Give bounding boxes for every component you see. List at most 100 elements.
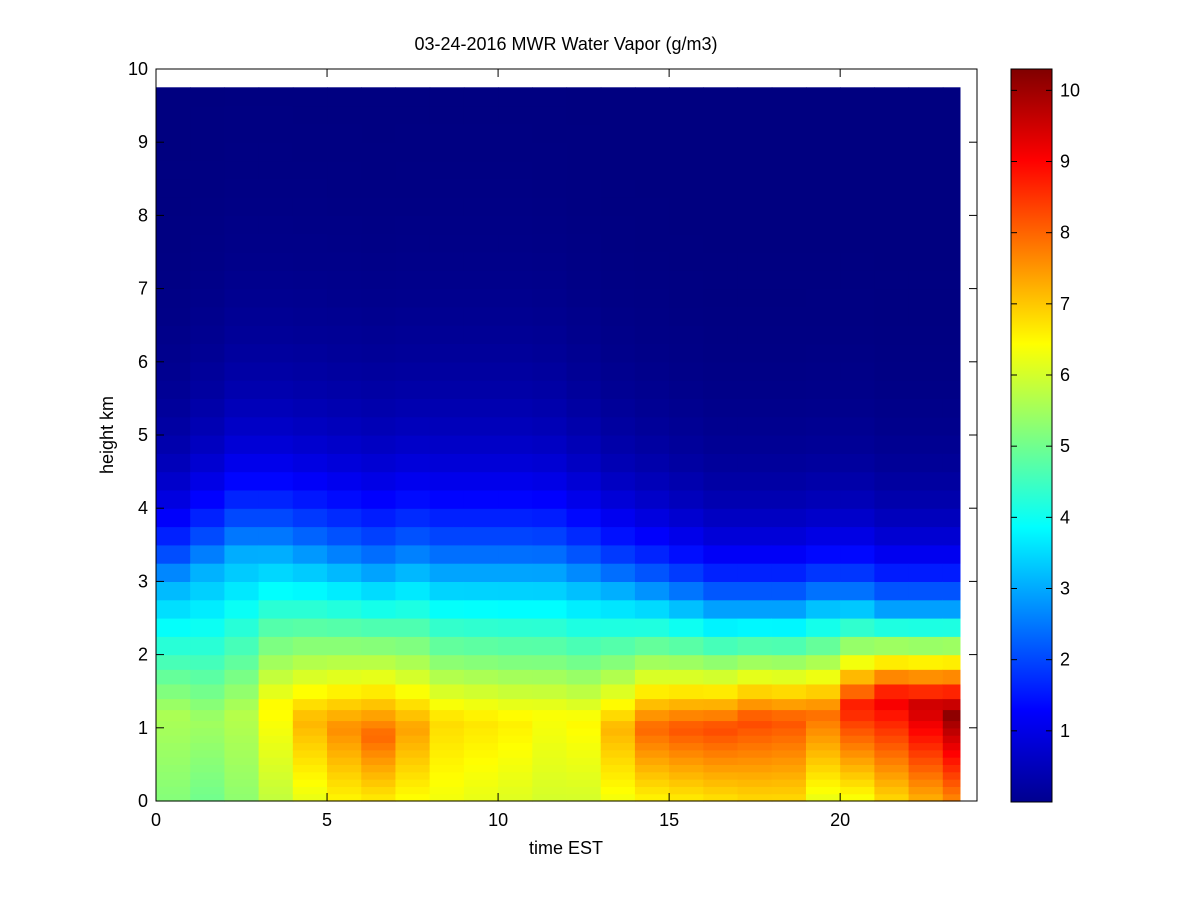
heatmap-cell bbox=[327, 709, 362, 722]
heatmap-cell bbox=[190, 288, 226, 308]
heatmap-cell bbox=[224, 544, 260, 564]
heatmap-cell bbox=[840, 793, 875, 802]
heatmap-cell bbox=[840, 197, 875, 216]
heatmap-cell bbox=[840, 654, 875, 670]
heatmap-cell bbox=[224, 727, 260, 736]
heatmap-cell bbox=[156, 87, 191, 107]
heatmap-cell bbox=[224, 793, 260, 802]
heatmap-cell bbox=[327, 618, 362, 637]
y-tick-label: 8 bbox=[138, 205, 148, 225]
heatmap-cell bbox=[258, 105, 294, 125]
heatmap-cell bbox=[566, 197, 602, 216]
heatmap-cell bbox=[737, 793, 773, 802]
heatmap-cell bbox=[771, 779, 807, 787]
heatmap-cell bbox=[634, 87, 670, 107]
heatmap-cell bbox=[532, 727, 568, 736]
heatmap-cell bbox=[840, 343, 875, 363]
heatmap-cell bbox=[395, 178, 431, 198]
heatmap-cell bbox=[292, 508, 328, 528]
heatmap-cell bbox=[258, 749, 294, 758]
heatmap-cell bbox=[463, 306, 499, 326]
heatmap-cell bbox=[327, 654, 362, 670]
heatmap-cell bbox=[156, 142, 191, 162]
heatmap-cell bbox=[634, 698, 670, 711]
heatmap-cell bbox=[669, 779, 704, 787]
heatmap-cell bbox=[634, 727, 670, 736]
heatmap-cell bbox=[600, 709, 636, 722]
heatmap-cell bbox=[908, 252, 944, 271]
heatmap-cell bbox=[258, 742, 294, 751]
heatmap-cell bbox=[190, 380, 226, 399]
heatmap-cell bbox=[908, 669, 944, 685]
heatmap-cell bbox=[463, 398, 499, 418]
heatmap-cell bbox=[805, 453, 841, 473]
heatmap-cell bbox=[190, 764, 226, 773]
heatmap-cell bbox=[703, 178, 739, 198]
heatmap-cell bbox=[258, 698, 294, 711]
heatmap-cell bbox=[258, 735, 294, 744]
heatmap-cell bbox=[395, 160, 431, 180]
heatmap-cell bbox=[669, 764, 704, 773]
heatmap-cell bbox=[498, 742, 533, 751]
heatmap-cell bbox=[942, 757, 961, 765]
heatmap-cell bbox=[669, 435, 704, 454]
heatmap-cell bbox=[190, 793, 226, 802]
heatmap-cell bbox=[156, 215, 191, 235]
heatmap-cell bbox=[566, 683, 602, 700]
heatmap-cell bbox=[874, 720, 910, 729]
heatmap-cell bbox=[224, 757, 260, 765]
heatmap-cell bbox=[737, 698, 773, 711]
heatmap-cell bbox=[395, 87, 431, 107]
heatmap-cell bbox=[156, 544, 191, 564]
heatmap-cell bbox=[908, 270, 944, 290]
heatmap-cell bbox=[361, 489, 397, 509]
heatmap-cell bbox=[498, 735, 533, 744]
heatmap-cell bbox=[190, 435, 226, 454]
heatmap-cell bbox=[908, 306, 944, 326]
heatmap-cell bbox=[429, 252, 465, 271]
heatmap-cell bbox=[463, 749, 499, 758]
heatmap-cell bbox=[429, 654, 465, 670]
heatmap-cell bbox=[156, 698, 191, 711]
heatmap-cell bbox=[771, 654, 807, 670]
heatmap-cell bbox=[771, 87, 807, 107]
heatmap-cell bbox=[327, 270, 362, 290]
heatmap-cell bbox=[805, 786, 841, 795]
heatmap-cell bbox=[840, 771, 875, 780]
heatmap-cell bbox=[190, 361, 226, 381]
heatmap-cell bbox=[429, 581, 465, 601]
heatmap-cell bbox=[634, 757, 670, 765]
heatmap-cell bbox=[908, 380, 944, 399]
heatmap-cell bbox=[771, 142, 807, 162]
heatmap-cell bbox=[566, 618, 602, 637]
heatmap-cell bbox=[156, 160, 191, 180]
heatmap-cell bbox=[258, 757, 294, 765]
heatmap-cell bbox=[600, 683, 636, 700]
heatmap-cell bbox=[600, 105, 636, 125]
heatmap-cell bbox=[703, 581, 739, 601]
heatmap-cell bbox=[156, 727, 191, 736]
heatmap-cell bbox=[634, 398, 670, 418]
heatmap-cell bbox=[156, 779, 191, 787]
heatmap-cell bbox=[463, 508, 499, 528]
heatmap-cell bbox=[395, 123, 431, 143]
heatmap-cell bbox=[874, 252, 910, 271]
heatmap-cell bbox=[908, 288, 944, 308]
heatmap-cell bbox=[224, 361, 260, 381]
heatmap-cell bbox=[771, 361, 807, 381]
heatmap-cell bbox=[292, 599, 328, 619]
heatmap-cell bbox=[566, 526, 602, 546]
heatmap-cell bbox=[669, 698, 704, 711]
heatmap-cell bbox=[908, 526, 944, 546]
heatmap-cell bbox=[908, 87, 944, 107]
heatmap-cell bbox=[874, 749, 910, 758]
heatmap-cell bbox=[669, 683, 704, 700]
heatmap-cell bbox=[361, 142, 397, 162]
heatmap-cell bbox=[840, 563, 875, 582]
heatmap-cell bbox=[292, 771, 328, 780]
heatmap-cell bbox=[805, 698, 841, 711]
heatmap-cell bbox=[498, 361, 533, 381]
heatmap-cell bbox=[634, 654, 670, 670]
heatmap-cell bbox=[292, 581, 328, 601]
heatmap-cell bbox=[156, 742, 191, 751]
